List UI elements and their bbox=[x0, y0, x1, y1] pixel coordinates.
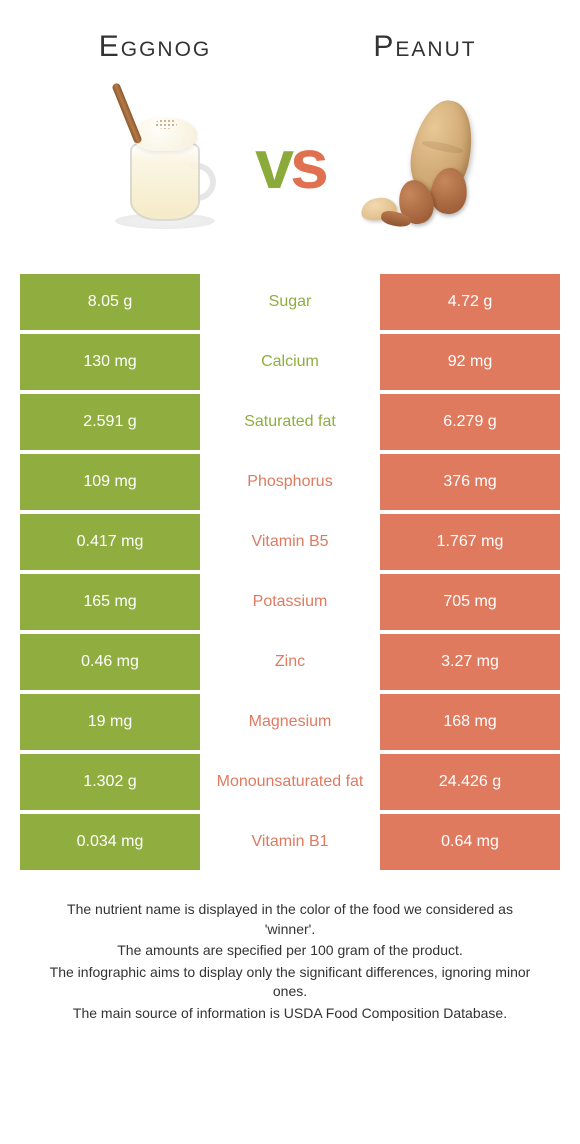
left-value: 0.46 mg bbox=[20, 634, 200, 690]
table-row: 1.302 gMonounsaturated fat24.426 g bbox=[20, 754, 560, 810]
peanut-image bbox=[335, 89, 495, 239]
right-value: 0.64 mg bbox=[380, 814, 560, 870]
right-value: 24.426 g bbox=[380, 754, 560, 810]
table-row: 8.05 gSugar4.72 g bbox=[20, 274, 560, 330]
left-value: 109 mg bbox=[20, 454, 200, 510]
right-value: 6.279 g bbox=[380, 394, 560, 450]
nutrient-name: Calcium bbox=[200, 334, 380, 390]
eggnog-image bbox=[85, 89, 245, 239]
right-value: 376 mg bbox=[380, 454, 560, 510]
right-title: Peanut bbox=[290, 30, 560, 64]
nutrient-name: Saturated fat bbox=[200, 394, 380, 450]
table-row: 109 mgPhosphorus376 mg bbox=[20, 454, 560, 510]
nutrient-name: Vitamin B5 bbox=[200, 514, 380, 570]
footer-notes: The nutrient name is displayed in the co… bbox=[20, 900, 560, 1024]
table-row: 2.591 gSaturated fat6.279 g bbox=[20, 394, 560, 450]
vs-label: vs bbox=[255, 124, 325, 204]
table-row: 165 mgPotassium705 mg bbox=[20, 574, 560, 630]
image-row: vs bbox=[20, 84, 560, 244]
right-value: 92 mg bbox=[380, 334, 560, 390]
nutrient-name: Vitamin B1 bbox=[200, 814, 380, 870]
left-value: 0.417 mg bbox=[20, 514, 200, 570]
left-value: 2.591 g bbox=[20, 394, 200, 450]
right-value: 705 mg bbox=[380, 574, 560, 630]
nutrient-name: Potassium bbox=[200, 574, 380, 630]
right-value: 1.767 mg bbox=[380, 514, 560, 570]
table-row: 0.417 mgVitamin B51.767 mg bbox=[20, 514, 560, 570]
footer-line: The nutrient name is displayed in the co… bbox=[40, 900, 540, 939]
table-row: 0.034 mgVitamin B10.64 mg bbox=[20, 814, 560, 870]
left-value: 19 mg bbox=[20, 694, 200, 750]
nutrient-name: Sugar bbox=[200, 274, 380, 330]
header: Eggnog Peanut bbox=[20, 30, 560, 64]
table-row: 0.46 mgZinc3.27 mg bbox=[20, 634, 560, 690]
table-row: 19 mgMagnesium168 mg bbox=[20, 694, 560, 750]
left-title: Eggnog bbox=[20, 30, 290, 64]
right-value: 3.27 mg bbox=[380, 634, 560, 690]
nutrient-name: Monounsaturated fat bbox=[200, 754, 380, 810]
right-value: 168 mg bbox=[380, 694, 560, 750]
left-value: 0.034 mg bbox=[20, 814, 200, 870]
left-value: 8.05 g bbox=[20, 274, 200, 330]
left-value: 165 mg bbox=[20, 574, 200, 630]
nutrient-name: Magnesium bbox=[200, 694, 380, 750]
comparison-table: 8.05 gSugar4.72 g130 mgCalcium92 mg2.591… bbox=[20, 274, 560, 870]
table-row: 130 mgCalcium92 mg bbox=[20, 334, 560, 390]
right-value: 4.72 g bbox=[380, 274, 560, 330]
nutrient-name: Zinc bbox=[200, 634, 380, 690]
footer-line: The infographic aims to display only the… bbox=[40, 963, 540, 1002]
nutrient-name: Phosphorus bbox=[200, 454, 380, 510]
left-value: 1.302 g bbox=[20, 754, 200, 810]
left-value: 130 mg bbox=[20, 334, 200, 390]
footer-line: The amounts are specified per 100 gram o… bbox=[40, 941, 540, 961]
footer-line: The main source of information is USDA F… bbox=[40, 1004, 540, 1024]
